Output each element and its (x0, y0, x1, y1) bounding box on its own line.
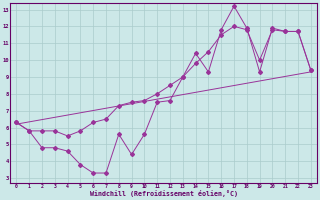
X-axis label: Windchill (Refroidissement éolien,°C): Windchill (Refroidissement éolien,°C) (90, 190, 237, 197)
